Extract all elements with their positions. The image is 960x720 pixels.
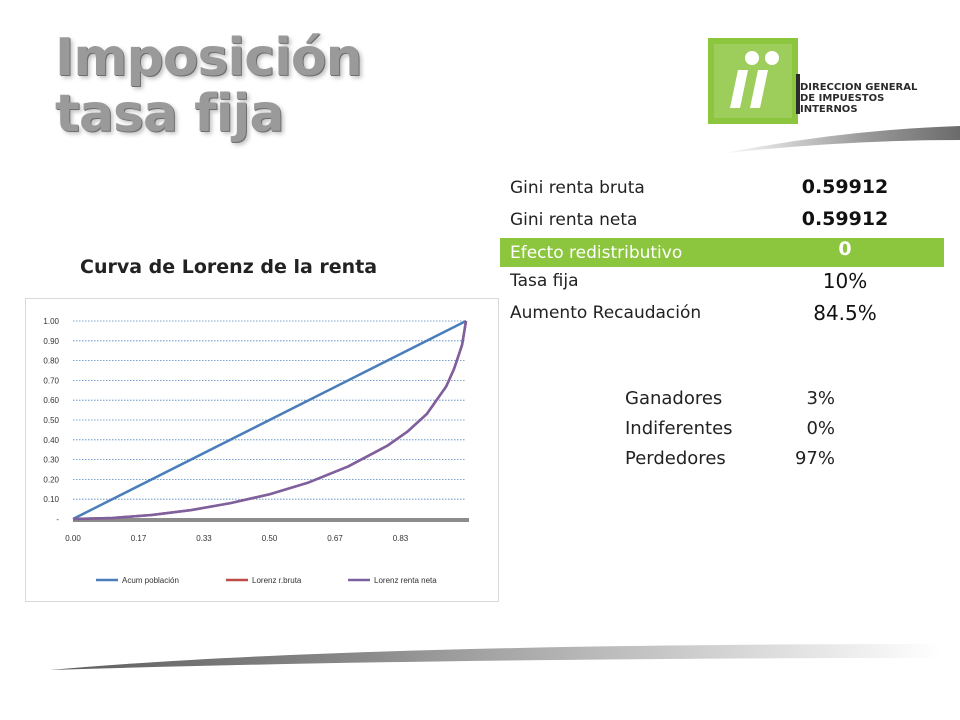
stat-value: 84.5% — [813, 301, 877, 325]
stat-row: Efecto redistributivo 0 — [500, 238, 944, 267]
logo-i-stroke-2 — [750, 70, 768, 108]
stat-label: Efecto redistributivo — [510, 243, 683, 263]
stat-label: Tasa fija — [510, 271, 579, 291]
winners-row: Perdedores 97% — [625, 448, 855, 478]
page-title: Imposición tasa fija — [55, 28, 363, 144]
gini-stats-table: Gini renta bruta 0.59912 Gini renta neta 0.… — [500, 174, 944, 331]
stat-value: 0.59912 — [801, 176, 889, 198]
y-tick-label: 0.30 — [43, 456, 59, 465]
y-tick-label: - — [56, 515, 59, 524]
stat-value: 0.59912 — [801, 208, 889, 230]
y-tick-label: 0.20 — [43, 475, 59, 484]
y-tick-label: 0.70 — [43, 376, 59, 385]
winners-label: Ganadores — [625, 388, 723, 409]
stat-value: 0 — [838, 238, 852, 260]
winners-row: Indiferentes 0% — [625, 418, 855, 448]
stat-label: Aumento Recaudación — [510, 303, 702, 323]
legend-label: Lorenz r.bruta — [252, 576, 302, 585]
logo-divider — [796, 74, 800, 114]
x-tick-label: 0.17 — [131, 534, 147, 543]
logo-text: DIRECCION GENERAL DE IMPUESTOS INTERNOS — [800, 82, 917, 115]
y-tick-label: 0.50 — [43, 416, 59, 425]
bottom-swoosh-decoration — [50, 644, 940, 670]
winners-value: 3% — [806, 388, 835, 409]
legend-label: Acum población — [122, 576, 179, 585]
y-tick-label: 0.80 — [43, 357, 59, 366]
stat-row: Tasa fija 10% — [500, 267, 944, 299]
winners-label: Indiferentes — [625, 418, 733, 439]
y-tick-label: 0.40 — [43, 436, 59, 445]
winners-label: Perdedores — [625, 448, 726, 469]
lorenz-chart-svg: - 0.10 0.20 0.30 0.40 0.50 0.60 0.70 0.80 0.90 1.0… — [43, 317, 469, 585]
logo-dot-2 — [765, 51, 779, 65]
chart-title: Curva de Lorenz de la renta — [80, 256, 378, 278]
winners-losers-table: Ganadores 3% Indiferentes 0% Perdedores 97% — [625, 388, 855, 478]
stat-label: Gini renta bruta — [510, 178, 645, 198]
stat-value: 10% — [822, 269, 868, 293]
page-title-line-2: tasa fija — [55, 84, 284, 144]
x-tick-label: 0.50 — [262, 534, 278, 543]
y-tick-label: 0.60 — [43, 396, 59, 405]
y-tick-label: 0.10 — [43, 495, 59, 504]
dgii-logo — [708, 38, 800, 124]
lorenz-chart: - 0.10 0.20 0.30 0.40 0.50 0.60 0.70 0.80 0.90 1.0… — [25, 298, 499, 602]
x-tick-label: 0.00 — [65, 534, 81, 543]
logo-dot-1 — [745, 51, 759, 65]
x-tick-label: 0.67 — [327, 534, 343, 543]
stat-row: Gini renta neta 0.59912 — [500, 206, 944, 238]
series-line — [72, 319, 467, 521]
y-tick-label: 0.90 — [43, 337, 59, 346]
logo-text-line-2: DE IMPUESTOS — [800, 93, 885, 104]
logo-text-line-3: INTERNOS — [800, 104, 858, 115]
stat-row: Aumento Recaudación 84.5% — [500, 299, 944, 331]
series-line — [72, 320, 468, 521]
top-swoosh-decoration — [720, 126, 960, 154]
x-tick-label: 0.83 — [393, 534, 409, 543]
winners-value: 0% — [806, 418, 835, 439]
logo-i-stroke-1 — [730, 70, 748, 108]
stat-row: Gini renta bruta 0.59912 — [500, 174, 944, 206]
x-tick-label: 0.33 — [196, 534, 212, 543]
winners-value: 97% — [794, 448, 835, 469]
stat-label: Gini renta neta — [510, 210, 638, 230]
logo-text-line-1: DIRECCION GENERAL — [800, 82, 918, 93]
page-title-line-1: Imposición — [55, 28, 363, 88]
y-tick-label: 1.00 — [43, 317, 59, 326]
legend-label: Lorenz renta neta — [374, 576, 437, 585]
winners-row: Ganadores 3% — [625, 388, 855, 418]
